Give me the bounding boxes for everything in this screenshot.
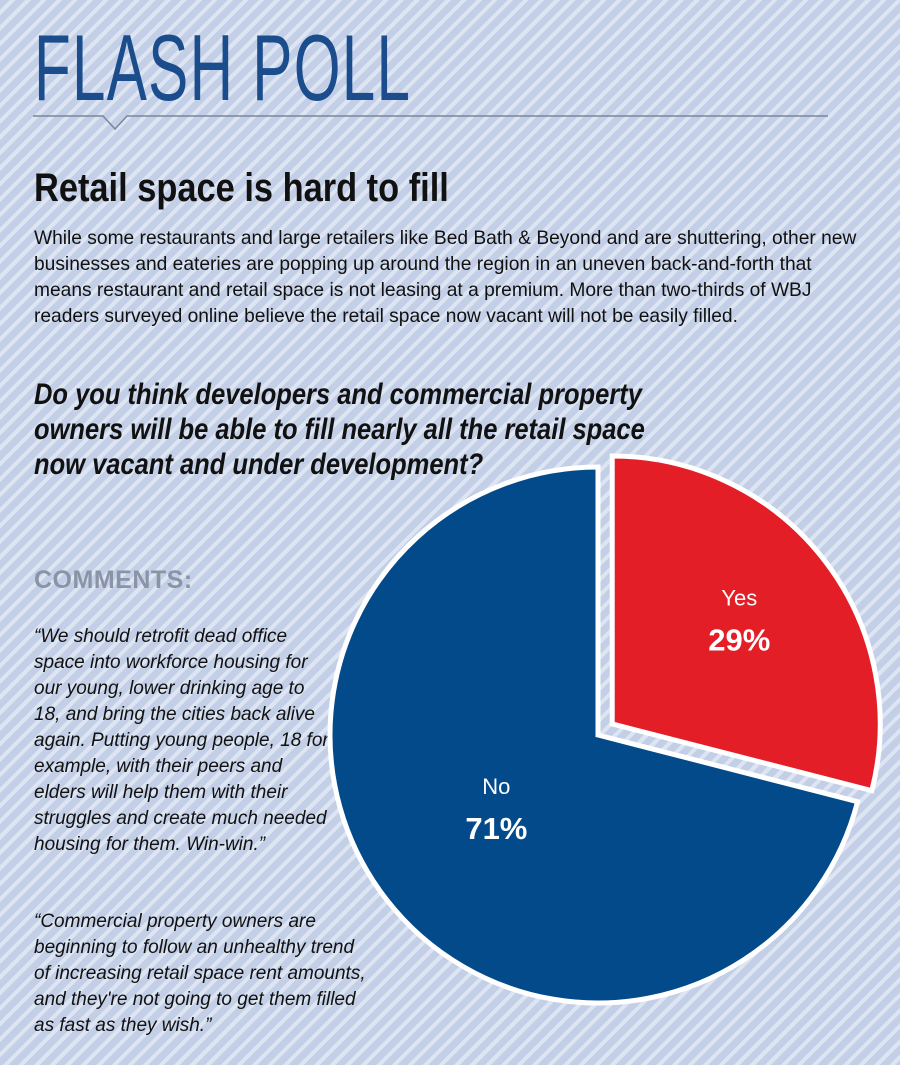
pie-slice-yes	[609, 453, 883, 794]
slice-label-no: No	[482, 774, 510, 799]
intro-paragraph: While some restaurants and large retaile…	[34, 228, 857, 327]
comment-2: “Commercial property owners are beginnin…	[34, 911, 366, 1036]
article-title: Retail space is hard to fill	[34, 166, 449, 210]
header-divider	[33, 115, 828, 131]
comments-label: COMMENTS:	[34, 566, 193, 594]
flash-poll-heading: FLASH POLL	[34, 15, 412, 120]
comment-1: “We should retrofit dead office space in…	[34, 626, 329, 855]
pie-slice-no	[327, 464, 861, 1006]
poll-question: Do you think developers and commercial p…	[34, 378, 645, 481]
slice-value-yes: 29%	[708, 622, 770, 657]
slice-label-yes: Yes	[721, 585, 757, 610]
slice-value-no: 71%	[465, 811, 527, 846]
